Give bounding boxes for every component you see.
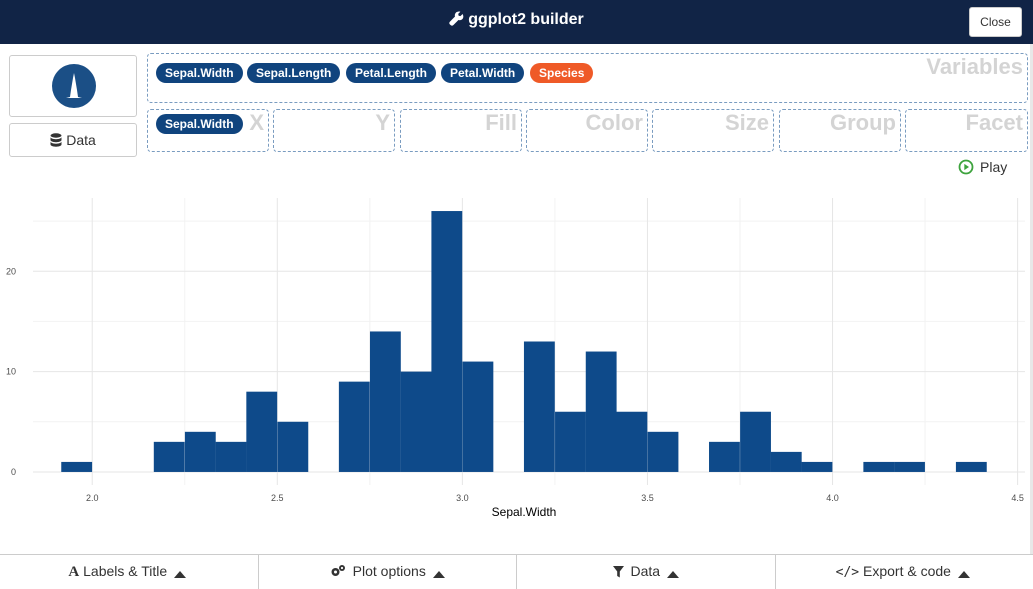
code-icon: </>: [835, 565, 860, 580]
histogram-bar: [585, 351, 617, 472]
data-filter-button[interactable]: Data: [517, 555, 776, 589]
zone-label-x: X: [249, 110, 264, 135]
x-tick-label: 2.5: [271, 493, 284, 503]
histogram-bar: [246, 391, 278, 472]
play-button[interactable]: Play: [958, 159, 1007, 175]
histogram-bar: [616, 411, 648, 472]
histogram-bar: [153, 441, 185, 472]
labels-title-label: Labels & Title: [83, 563, 168, 579]
database-icon: [50, 133, 62, 147]
x-tick-label: 2.0: [86, 493, 99, 503]
facet-zone[interactable]: Facet: [905, 109, 1028, 152]
histogram-bar: [61, 461, 93, 472]
zone-label-color: Color: [585, 110, 643, 135]
data-button[interactable]: Data: [9, 123, 137, 157]
variable-pill-sepal-length[interactable]: Sepal.Length: [247, 63, 341, 83]
zone-label-y: Y: [375, 110, 390, 135]
logo-badge: [52, 64, 96, 108]
caret-up-icon: [666, 571, 679, 578]
histogram-bar: [400, 371, 432, 472]
play-circle-icon: [958, 159, 974, 175]
histogram-bar: [709, 441, 740, 472]
histogram-bar: [369, 331, 401, 472]
x-tick-label: 4.0: [826, 493, 839, 503]
histogram-bar: [431, 211, 463, 472]
variable-pill-petal-length[interactable]: Petal.Length: [346, 63, 437, 83]
x-tick-label: 4.5: [1011, 493, 1024, 503]
close-button[interactable]: Close: [969, 7, 1022, 37]
histogram-bar: [740, 411, 771, 472]
histogram-bar: [338, 381, 370, 472]
group-zone[interactable]: Group: [779, 109, 901, 152]
labels-title-button[interactable]: A Labels & Title: [0, 555, 259, 589]
app-title: ggplot2 builder: [0, 11, 1033, 29]
size-zone[interactable]: Size: [652, 109, 774, 152]
fill-zone[interactable]: Fill: [400, 109, 522, 152]
plot-options-button[interactable]: Plot options: [258, 555, 517, 589]
histogram-bar: [555, 411, 586, 472]
x-tick-label: 3.0: [456, 493, 469, 503]
x-axis-title: Sepal.Width: [492, 505, 557, 519]
variables-zone[interactable]: Variables Sepal.Width Sepal.Length Petal…: [147, 53, 1028, 103]
caret-up-icon: [174, 571, 187, 578]
x-zone-pill[interactable]: Sepal.Width: [156, 114, 243, 134]
histogram-bar: [215, 441, 247, 472]
histogram-bars: [61, 211, 987, 472]
x-zone[interactable]: X Sepal.Width: [147, 109, 269, 152]
plot-options-label: Plot options: [352, 563, 426, 579]
y-tick-label: 0: [11, 467, 16, 477]
histogram-bar: [863, 461, 895, 472]
gears-icon: [331, 565, 345, 576]
bottom-toolbar: A Labels & Title Plot options Data </> E…: [0, 554, 1033, 589]
zone-label-variables: Variables: [926, 54, 1023, 79]
grid-lines: [33, 198, 1025, 485]
play-label: Play: [980, 159, 1008, 175]
histogram-bar: [277, 421, 309, 472]
histogram-logo-icon: [66, 73, 82, 98]
histogram-bar: [647, 431, 679, 472]
y-tick-label: 10: [6, 367, 16, 377]
variable-pill-sepal-width[interactable]: Sepal.Width: [156, 63, 243, 83]
data-button-label: Data: [66, 132, 96, 148]
font-a-icon: A: [68, 564, 80, 580]
export-code-button[interactable]: </> Export & code: [775, 555, 1033, 589]
wrench-icon: [449, 11, 464, 26]
histogram-bar: [801, 461, 833, 472]
x-tick-label: 3.5: [641, 493, 654, 503]
zone-label-fill: Fill: [485, 110, 517, 135]
export-code-label: Export & code: [863, 563, 951, 579]
zone-label-group: Group: [830, 110, 896, 135]
histogram-bar: [955, 461, 987, 472]
variable-pill-petal-width[interactable]: Petal.Width: [441, 63, 525, 83]
histogram-bar: [894, 461, 925, 472]
histogram-bar: [184, 431, 216, 472]
y-zone[interactable]: Y: [273, 109, 395, 152]
zone-label-size: Size: [724, 110, 769, 135]
scrollbar[interactable]: [1030, 44, 1033, 589]
top-bar: ggplot2 builder Close: [0, 0, 1033, 44]
axis-labels: 2.0 2.5 3.0 3.5 4.0 4.5 0 10 20: [6, 266, 1024, 503]
app-title-text: ggplot2 builder: [468, 11, 584, 28]
histogram-chart: 2.0 2.5 3.0 3.5 4.0 4.5 0 10 20 Sepal.Width: [6, 198, 1025, 519]
zone-label-facet: Facet: [965, 110, 1023, 135]
caret-up-icon: [957, 571, 970, 578]
filter-icon: [612, 566, 624, 578]
variable-pill-species[interactable]: Species: [530, 63, 594, 83]
histogram-bar: [523, 341, 555, 472]
color-zone[interactable]: Color: [526, 109, 648, 152]
histogram-bar: [770, 451, 802, 472]
data-filter-label: Data: [630, 563, 661, 579]
esquisse-logo: [9, 55, 137, 117]
y-tick-label: 20: [6, 266, 16, 276]
caret-up-icon: [432, 571, 445, 578]
histogram-bar: [462, 361, 494, 472]
